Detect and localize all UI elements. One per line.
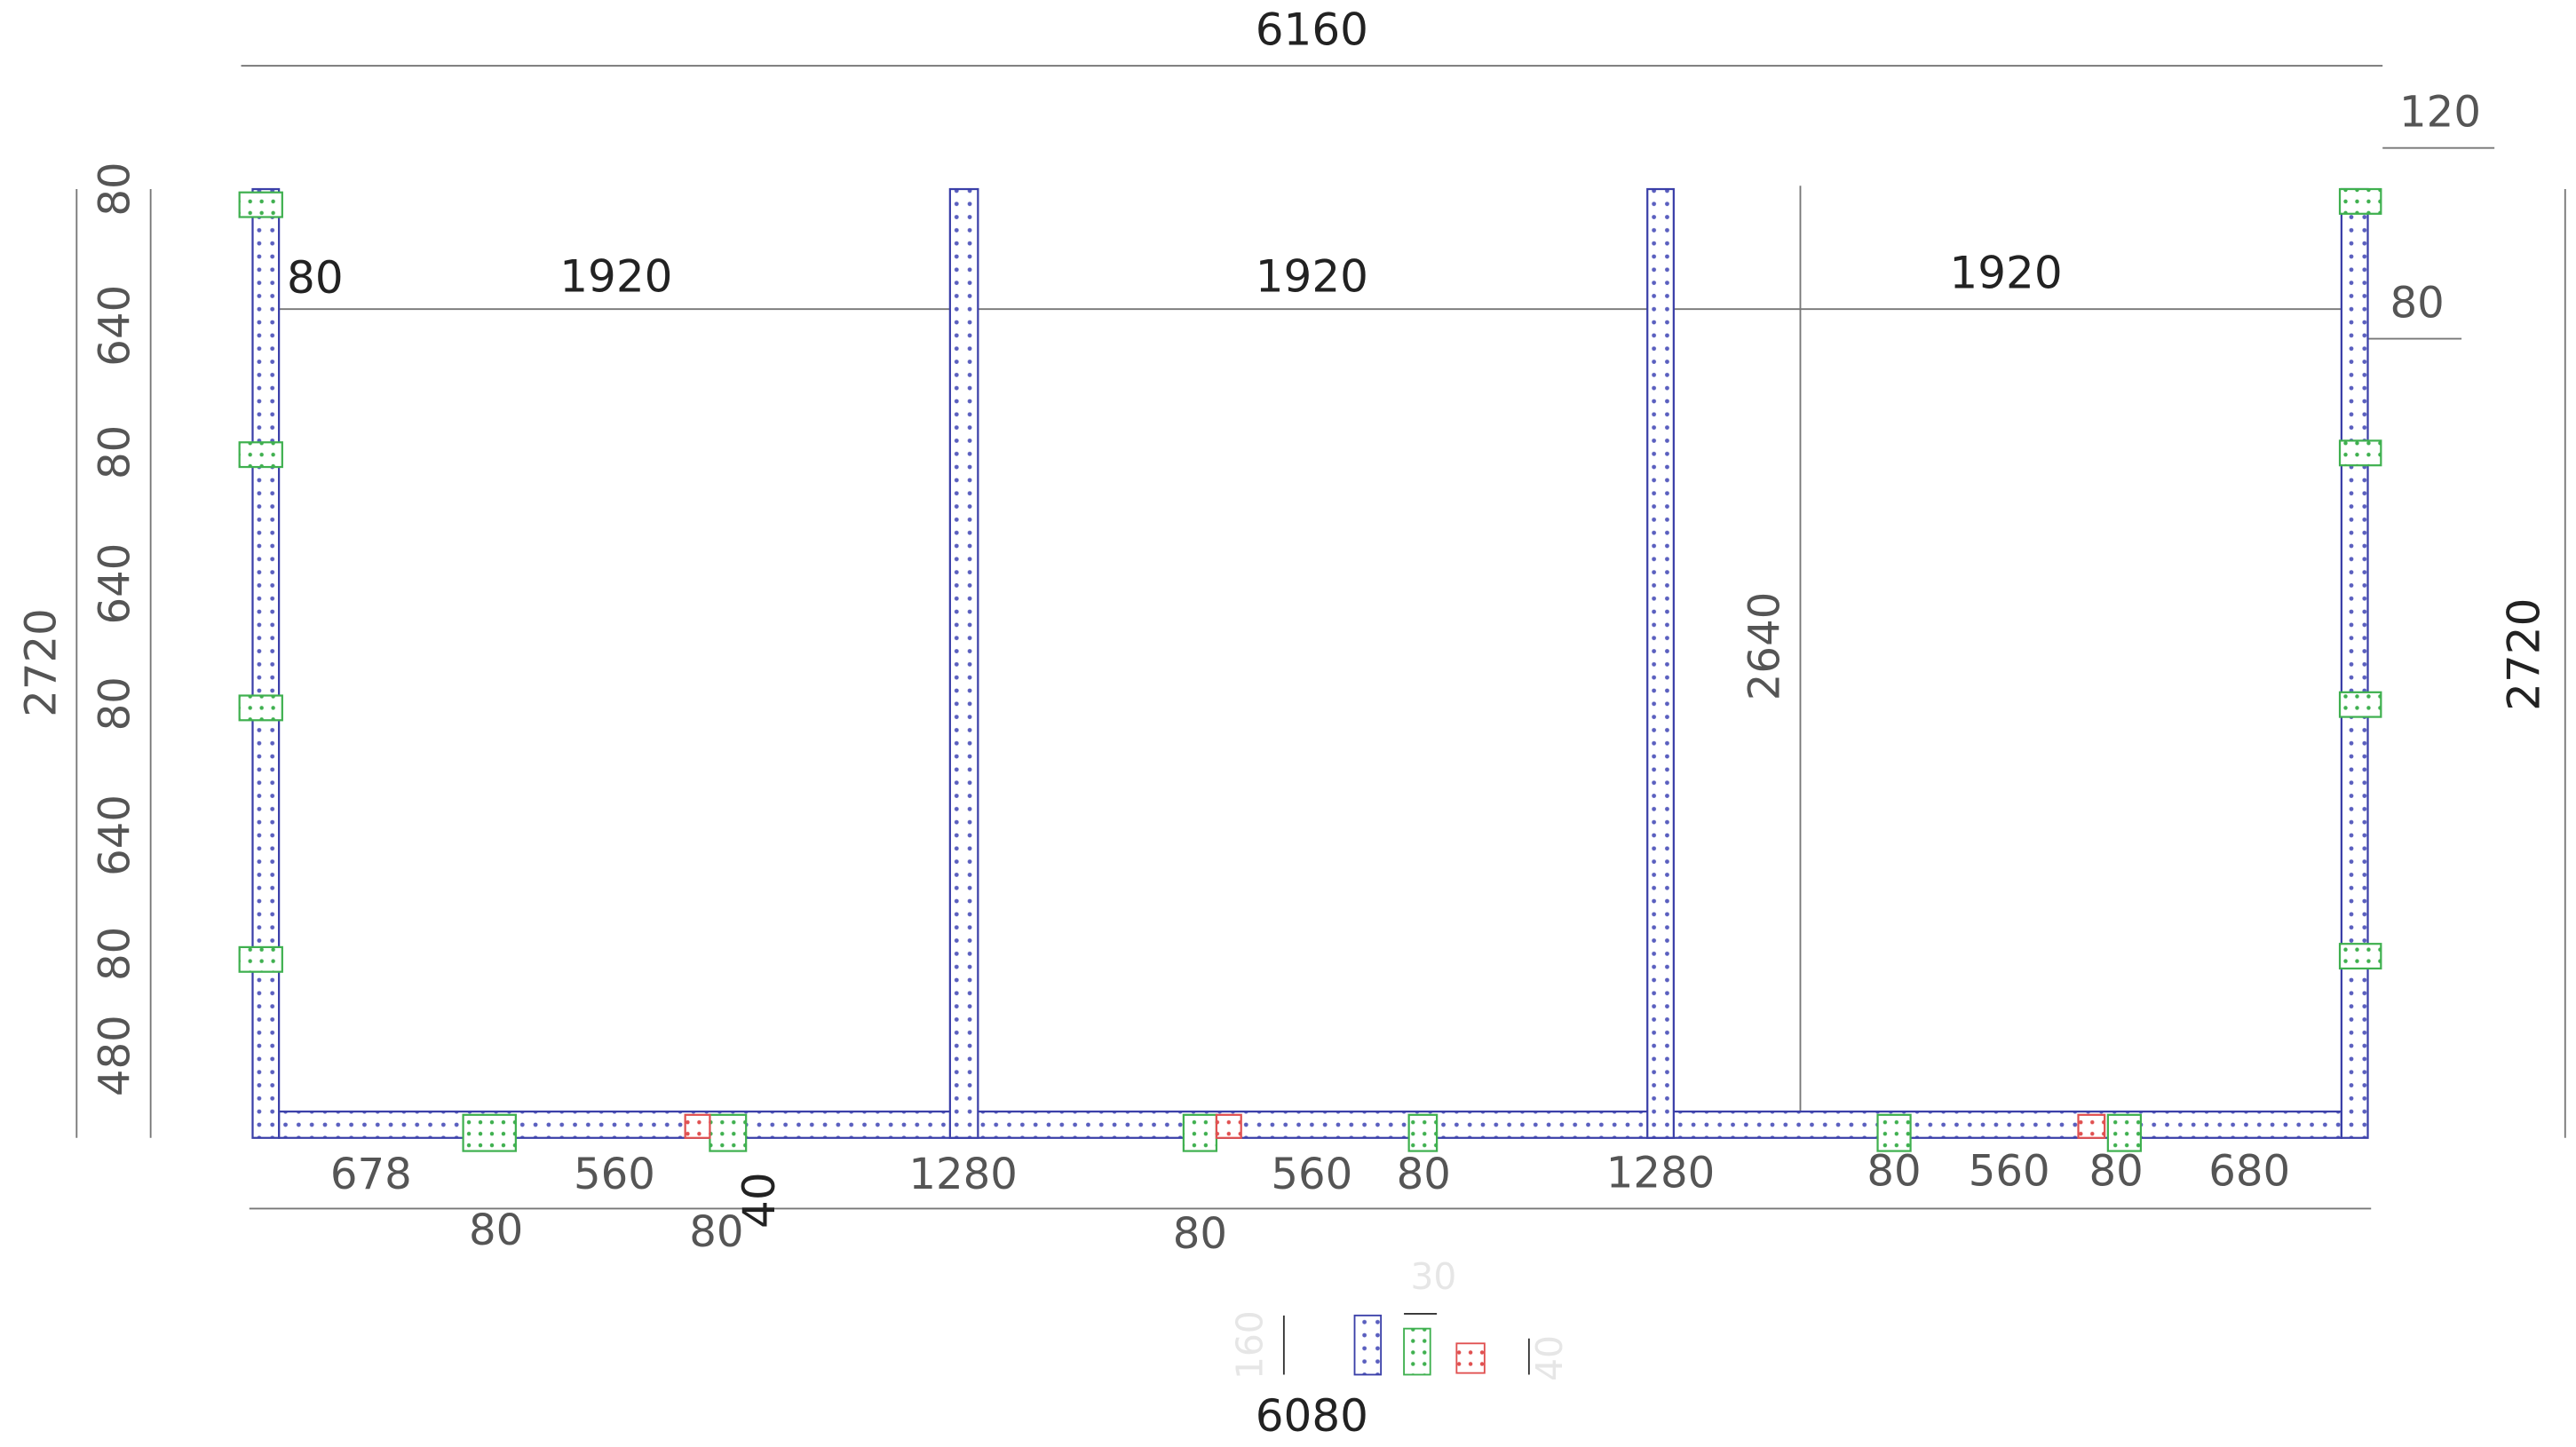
legend: 160 30 40 [1229, 1255, 1571, 1381]
dimension-label: 680 [2208, 1147, 2290, 1197]
dimension-lines [75, 65, 2566, 1210]
dimension-label: 80 [2390, 279, 2444, 328]
dimension-label: 6080 [1256, 1390, 1368, 1442]
dimension-label: 640 [91, 543, 140, 625]
dimension-label: 2640 [1740, 592, 1789, 701]
dimension-label: 2720 [2499, 598, 2550, 711]
dimension-label: 80 [1867, 1147, 1921, 1197]
legend-label: 30 [1410, 1255, 1456, 1298]
dimension-label: 640 [91, 285, 140, 367]
dimension-label: 1920 [1949, 248, 2062, 299]
dimension-label: 80 [1173, 1209, 1227, 1259]
structure [251, 187, 2369, 1139]
dimension-label: 80 [91, 676, 140, 731]
dimension-label: 1280 [1606, 1148, 1716, 1198]
dimension-label: 40 [733, 1172, 785, 1229]
dimension-label: 560 [1969, 1147, 2050, 1197]
connection-plates [238, 187, 2382, 1152]
dimension-label: 1920 [559, 250, 672, 302]
dimension-label: 120 [2399, 88, 2481, 138]
dimension-label: 80 [1397, 1150, 1451, 1199]
splice-plates [684, 1113, 2106, 1139]
dimension-label: 80 [91, 425, 140, 479]
dimension-label: 80 [2089, 1147, 2143, 1197]
dimension-label: 1280 [908, 1150, 1018, 1199]
legend-label: 160 [1229, 1310, 1272, 1380]
dimension-label: 560 [1271, 1150, 1352, 1199]
dimension-label: 560 [574, 1150, 655, 1199]
dimension-label: 1920 [1256, 250, 1368, 302]
legend-label: 40 [1528, 1335, 1571, 1381]
dimension-label: 80 [287, 252, 344, 304]
dimension-label: 640 [91, 795, 140, 876]
dimension-label: 80 [469, 1206, 523, 1255]
dimension-label: 80 [689, 1207, 743, 1257]
dimension-label: 6160 [1256, 4, 1368, 56]
dimension-label: 678 [330, 1150, 412, 1199]
dimension-label: 2720 [16, 608, 66, 717]
dimension-label: 80 [91, 927, 140, 981]
dimension-label: 480 [91, 1015, 140, 1096]
dimension-label: 80 [91, 162, 140, 216]
